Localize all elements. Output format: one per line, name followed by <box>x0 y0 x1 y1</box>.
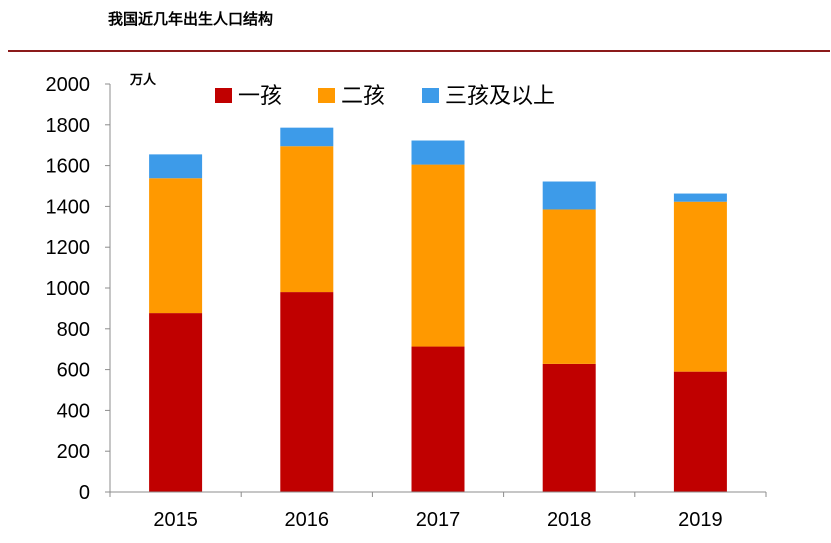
y-tick-label: 1200 <box>46 237 91 259</box>
legend-label: 二孩 <box>341 84 385 109</box>
legend-swatch <box>318 88 335 103</box>
x-tick-label: 2018 <box>547 509 592 531</box>
y-tick-label: 600 <box>57 360 90 382</box>
y-tick-label: 1400 <box>46 196 91 218</box>
chart-title: 我国近几年出生人口结构 <box>108 10 274 28</box>
legend-label: 三孩及以上 <box>445 84 555 109</box>
bar-2018-series-2 <box>542 209 596 364</box>
y-tick-label: 2000 <box>46 74 91 96</box>
legend-label: 一孩 <box>238 84 282 109</box>
y-tick-label: 0 <box>79 482 90 504</box>
bar-2017-series-2 <box>411 164 465 347</box>
bar-2018-series-1 <box>542 363 596 492</box>
y-tick-label: 200 <box>57 441 90 463</box>
bar-2018-series-3 <box>542 181 596 210</box>
bar-2019-series-2 <box>673 201 727 372</box>
bar-2017-series-3 <box>411 140 465 165</box>
bar-2016-series-2 <box>280 146 334 293</box>
y-tick-label: 800 <box>57 319 90 341</box>
bars-layer <box>149 127 727 492</box>
legend-swatch <box>215 88 232 103</box>
bar-2015-series-2 <box>149 178 203 314</box>
title-divider <box>8 50 830 52</box>
legend-swatch <box>422 88 439 103</box>
bar-2016-series-3 <box>280 127 334 147</box>
legend: 一孩 二孩 三孩及以上 <box>215 84 555 109</box>
bar-2019-series-1 <box>673 371 727 492</box>
y-tick-label: 1800 <box>46 115 91 137</box>
y-tick-label: 400 <box>57 400 90 422</box>
bar-2016-series-1 <box>280 292 334 492</box>
bar-2019-series-3 <box>673 193 727 202</box>
bar-2015-series-3 <box>149 154 203 179</box>
bar-2017-series-1 <box>411 346 465 492</box>
x-tick-label: 2017 <box>416 509 461 531</box>
bar-2015-series-1 <box>149 313 203 492</box>
y-tick-label: 1000 <box>46 278 91 300</box>
x-tick-label: 2016 <box>285 509 330 531</box>
axes-layer: 0 200 400 600 800 1000 1200 1400 1600 1800 2000 201… <box>46 74 767 531</box>
x-tick-label: 2015 <box>153 509 198 531</box>
y-tick-label: 1600 <box>46 156 91 178</box>
y-unit-label: 万人 <box>129 72 157 88</box>
x-tick-label: 2019 <box>678 509 723 531</box>
